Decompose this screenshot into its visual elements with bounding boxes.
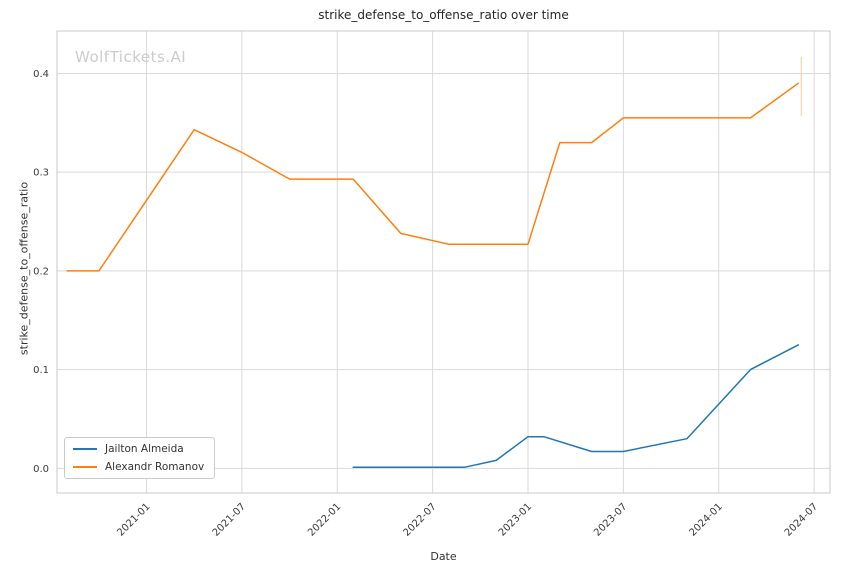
legend-label: Jailton Almeida	[105, 443, 184, 455]
legend-line-swatch	[73, 448, 97, 450]
x-tick-label: 2022-07	[401, 501, 438, 538]
y-tick-label: 0.1	[33, 365, 49, 376]
x-tick-label: 2023-07	[592, 501, 629, 538]
y-axis-label: strike_defense_to_offense_ratio	[17, 181, 31, 356]
y-tick-label: 0.4	[33, 69, 49, 80]
x-tick-label: 2021-01	[115, 501, 152, 538]
x-tick-label: 2023-01	[497, 501, 534, 538]
x-tick-label: 2024-01	[688, 501, 725, 538]
plot-border	[56, 30, 831, 494]
y-tick-label: 0.0	[33, 464, 49, 475]
series-line-1	[66, 82, 799, 272]
x-tick-label: 2024-07	[783, 501, 820, 538]
series-line-0	[352, 344, 799, 469]
legend: Jailton Almeida Alexandr Romanov	[64, 437, 216, 479]
x-tick-label: 2021-07	[211, 501, 248, 538]
chart-title: strike_defense_to_offense_ratio over tim…	[318, 8, 569, 22]
legend-entry-1: Alexandr Romanov	[73, 461, 204, 473]
legend-line-swatch	[73, 466, 97, 468]
y-tick-label: 0.3	[33, 168, 49, 179]
watermark-text: WolfTickets.AI	[75, 48, 187, 66]
x-tick-label: 2022-01	[306, 501, 343, 538]
y-tick-label: 0.2	[33, 266, 49, 277]
legend-label: Alexandr Romanov	[105, 461, 205, 473]
x-axis-label: Date	[430, 550, 457, 563]
legend-entry-0: Jailton Almeida	[73, 443, 204, 455]
